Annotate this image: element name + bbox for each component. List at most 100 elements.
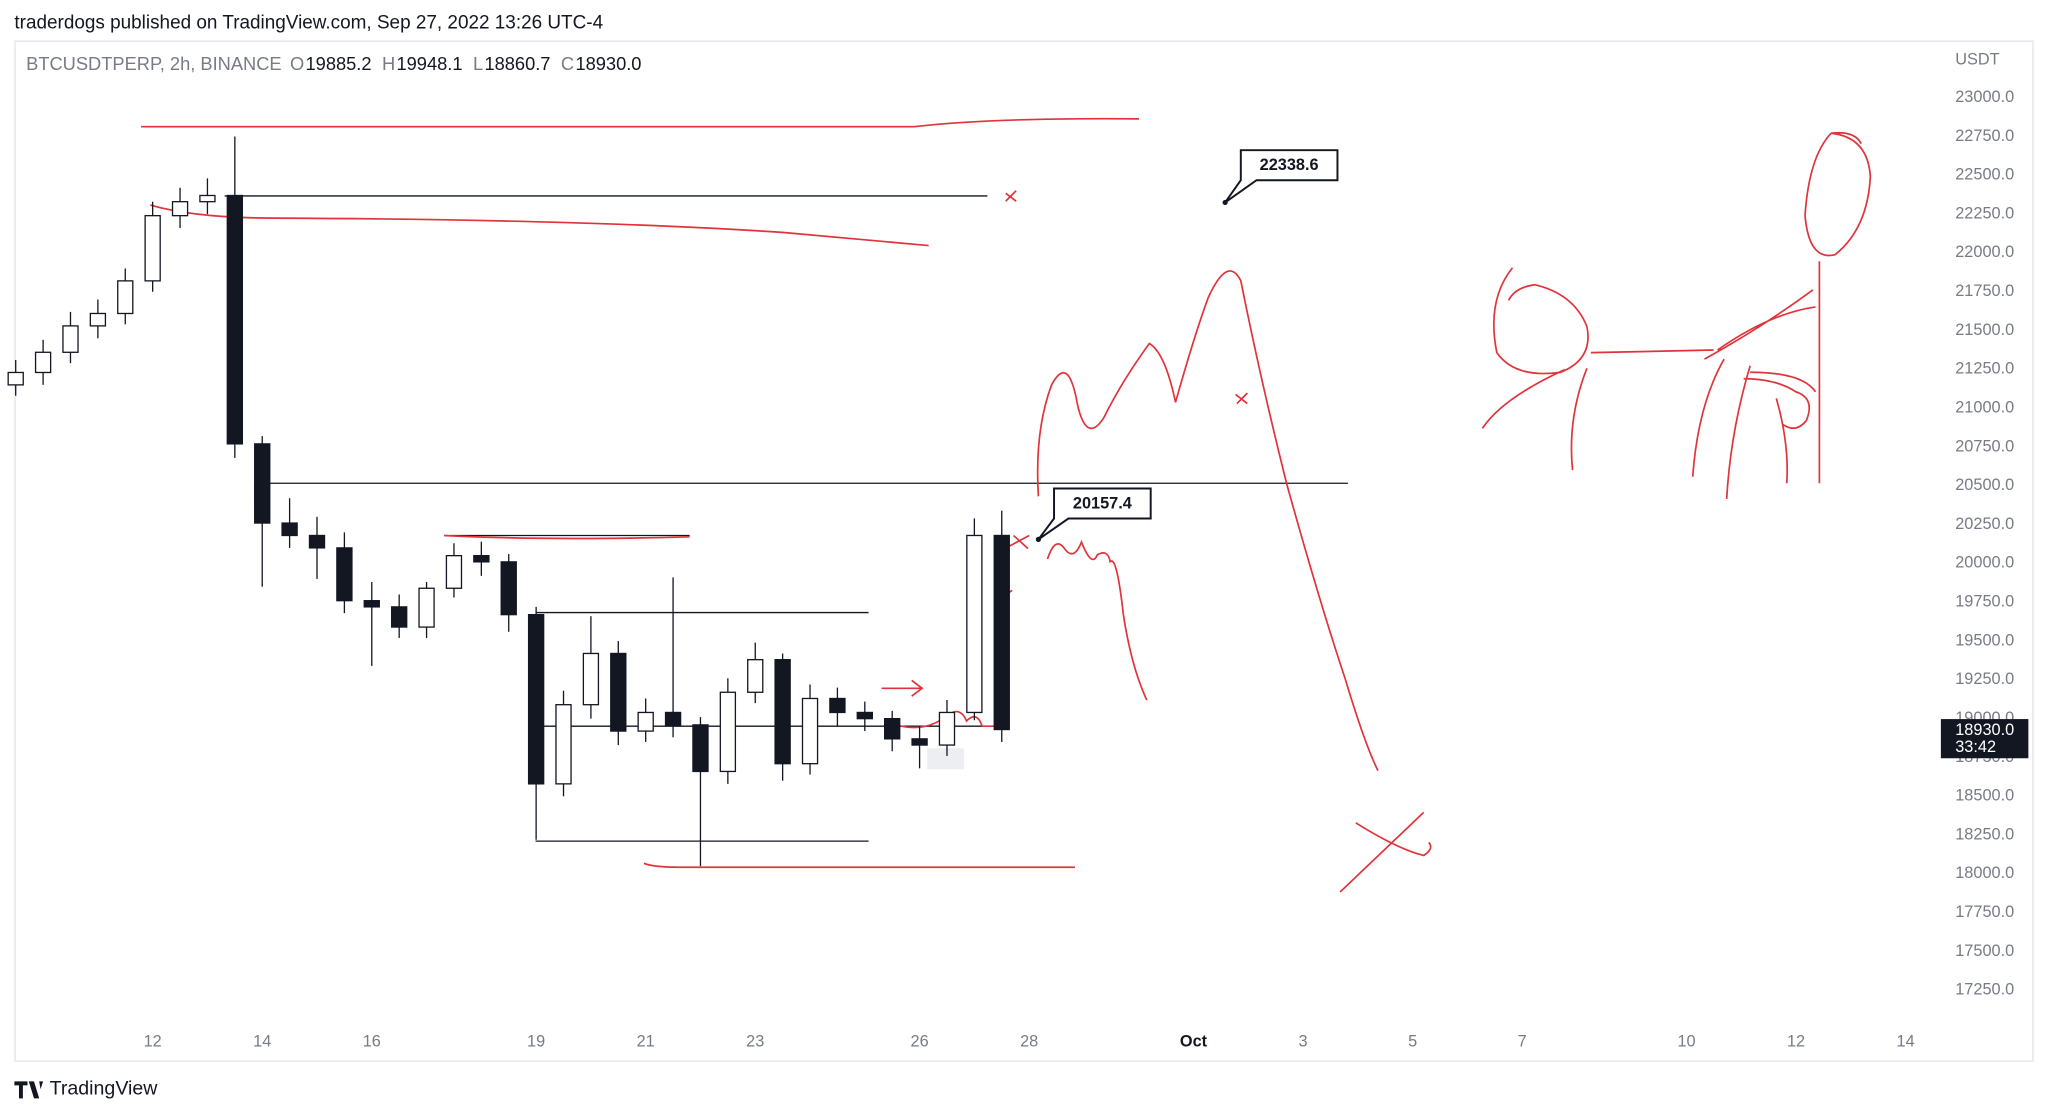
x-tick-label: 23 (746, 1033, 764, 1051)
freehand (643, 862, 1075, 869)
freehand (901, 710, 1006, 729)
doodle (1481, 131, 1872, 499)
candle-body (610, 652, 627, 732)
candle-body (7, 371, 24, 386)
candle-body (254, 443, 271, 524)
header-title: traderdogs published on TradingView.com,… (14, 13, 603, 34)
symbol: BTCUSDTPERP, 2h, BINANCE (26, 53, 281, 74)
y-tick-label: 20000.0 (1955, 554, 2014, 572)
candle-body (226, 194, 244, 445)
arrow (881, 679, 924, 697)
ohlc-key: H (382, 53, 395, 74)
y-tick-label: 21750.0 (1955, 282, 2014, 300)
callout (1224, 149, 1339, 204)
x-tick-label: 7 (1518, 1033, 1527, 1051)
y-tick-label: 22000.0 (1955, 243, 2014, 261)
candle-body (582, 652, 600, 706)
y-tick-label: 22750.0 (1955, 127, 2014, 145)
y-tick-label: 18500.0 (1955, 787, 2014, 805)
candle-body (938, 711, 956, 746)
footer-brand: TradingView (50, 1077, 159, 1099)
countdown: 33:42 (1955, 738, 1996, 756)
x-tick-label: 26 (911, 1033, 929, 1051)
y-tick-label: 21000.0 (1955, 398, 2014, 416)
x-tick-label: 10 (1677, 1033, 1695, 1051)
candle-body (500, 561, 517, 616)
candle-body (664, 711, 682, 726)
chart-frame (14, 40, 2034, 1062)
x-tick-label: Oct (1180, 1033, 1208, 1051)
x-tick-label: 14 (253, 1033, 271, 1051)
y-tick-label: 18250.0 (1955, 825, 2014, 843)
candle-body (719, 691, 737, 773)
x-tick-label: 28 (1020, 1033, 1038, 1051)
candle-body (473, 555, 490, 563)
candle-body (117, 280, 134, 315)
x-tick-label: 12 (144, 1033, 162, 1051)
freehand (149, 204, 929, 247)
highlight-box (927, 748, 964, 770)
y-tick-label: 20500.0 (1955, 476, 2014, 494)
candle-body (747, 659, 764, 693)
freehand (141, 117, 1139, 128)
drawings: 22338.6 20157.4 (141, 117, 1872, 893)
ohlc-key: C (561, 53, 574, 74)
y-tick-label: 17500.0 (1955, 942, 2014, 960)
candle-body (34, 351, 52, 374)
forecast-path (1036, 270, 1379, 771)
y-tick-label: 17750.0 (1955, 903, 2014, 921)
callout-anchor (1035, 536, 1041, 543)
y-tick-label: 21500.0 (1955, 321, 2014, 339)
ohlc-legend: O 19885.2 H 19948.1 L 18860.7 C 18930.0 (290, 53, 641, 74)
callout-anchor (1222, 199, 1228, 206)
x-tick-label: 3 (1299, 1033, 1308, 1051)
callout (1037, 487, 1152, 541)
x-tick-label: 12 (1787, 1033, 1805, 1051)
candle-body (418, 587, 435, 628)
axes: 17250.0 17500.0 17750.0 18000.0 18250.0 18500… (144, 88, 2029, 1051)
candle-body (62, 325, 79, 353)
freehand (444, 534, 690, 540)
candle-body (363, 600, 380, 608)
y-axis-unit: USDT (1955, 50, 1999, 68)
candle-body (884, 718, 901, 740)
candle-body (829, 697, 846, 714)
candle-body (911, 738, 928, 746)
y-tick-label: 22250.0 (1955, 204, 2014, 222)
x-mark (1339, 811, 1432, 893)
x-mark (1009, 534, 1030, 550)
y-tick-label: 20250.0 (1955, 515, 2014, 533)
candle-body (801, 697, 819, 765)
x-tick-label: 21 (637, 1033, 655, 1051)
candle-body (774, 659, 791, 765)
candle-body (637, 711, 654, 732)
candle-body (692, 724, 709, 773)
y-tick-label: 23000.0 (1955, 88, 2014, 106)
ohlc-key: L (473, 53, 483, 74)
candle-body (281, 522, 298, 537)
ohlc-key: O (290, 53, 304, 74)
candle-body (199, 194, 216, 203)
x-tick-label: 14 (1897, 1033, 1915, 1051)
ohlc-value: 18930.0 (575, 53, 641, 74)
y-tick-label: 18000.0 (1955, 864, 2014, 882)
ohlc-value: 19885.2 (306, 53, 372, 74)
candles (7, 136, 1010, 867)
y-tick-label: 19250.0 (1955, 670, 2014, 688)
price-tag-label: 18930.0 (1955, 721, 2014, 739)
candle-body (89, 312, 107, 327)
candle-body (555, 704, 572, 785)
ohlc-value: 19948.1 (396, 53, 462, 74)
candle-body (336, 547, 353, 602)
y-tick-label: 17250.0 (1955, 981, 2014, 999)
x-tick-label: 5 (1408, 1033, 1417, 1051)
x-mark (1005, 190, 1017, 202)
tv-logo (14, 1081, 44, 1099)
candle-body (993, 534, 1010, 731)
x-tick-label: 16 (363, 1033, 381, 1051)
y-tick-label: 20750.0 (1955, 437, 2014, 455)
candle-body (445, 555, 463, 589)
ohlc-value: 18860.7 (484, 53, 550, 74)
